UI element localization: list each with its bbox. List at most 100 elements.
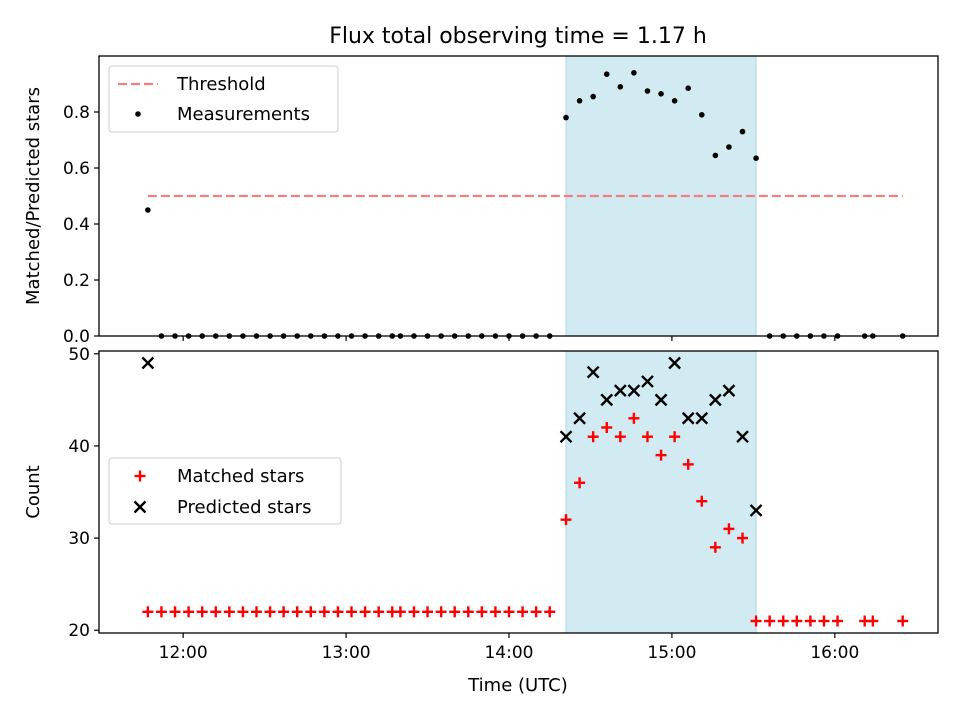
predicted-star-point: [695, 411, 709, 425]
measurement-point: [145, 207, 151, 213]
matched-star-point: [476, 606, 488, 618]
matched-star-point: [601, 421, 613, 433]
measurement-point: [603, 71, 610, 77]
legend-predicted-label: Predicted stars: [177, 497, 311, 518]
matched-star-point: [517, 606, 529, 618]
matched-star-point: [818, 615, 830, 627]
matched-star-point: [305, 606, 317, 618]
y-tick-label: 40: [68, 437, 90, 457]
matched-star-point: [394, 606, 406, 618]
measurement-point: [617, 84, 624, 90]
y-axis-label: Count: [23, 465, 44, 518]
matched-star-point: [223, 606, 235, 618]
matched-star-point: [791, 615, 803, 627]
y-axis-label: Matched/Predicted stars: [23, 87, 44, 305]
matched-star-point: [530, 606, 542, 618]
matched-star-point: [544, 606, 556, 618]
matched-star-point: [503, 606, 515, 618]
matched-star-point: [462, 606, 474, 618]
bottom-panel: 20 30 40 50 12:00 13:00 14:00 15:00 16:00 Count Ma…: [23, 345, 939, 663]
axes-frame: [98, 55, 939, 337]
matched-star-point: [332, 606, 344, 618]
predicted-star-point: [722, 384, 736, 397]
x-tick-label: 15:00: [647, 643, 696, 663]
matched-star-point: [250, 606, 262, 618]
predicted-star-point: [641, 375, 654, 388]
predicted-star-point: [559, 430, 573, 444]
legend-threshold-label: Threshold: [176, 74, 266, 95]
predicted-star-point: [573, 411, 586, 425]
matched-star-point: [169, 606, 181, 618]
matched-star-point: [655, 449, 667, 461]
matched-star-point: [435, 606, 447, 618]
measurement-point: [726, 144, 732, 150]
measurement-point: [685, 85, 692, 91]
legend-matched-label: Matched stars: [177, 466, 304, 487]
measurement-point: [563, 114, 569, 121]
y-tick-label: 0.4: [63, 215, 90, 235]
legend-box: [108, 457, 342, 525]
predicted-star-point: [681, 411, 695, 425]
predicted-star-point: [627, 384, 641, 397]
matched-star-point: [614, 431, 626, 443]
predicted-star-point: [141, 356, 155, 370]
matched-star-point: [291, 606, 303, 618]
matched-star-point: [278, 606, 290, 618]
matched-star-point: [210, 606, 222, 618]
y-tick-label: 0.0: [63, 327, 90, 347]
measurement-point: [739, 128, 746, 135]
legend-box: [108, 65, 339, 133]
matched-star-point: [183, 606, 195, 618]
y-tick-label: 0.2: [63, 271, 90, 291]
matched-star-point: [777, 615, 789, 627]
measurement-point: [712, 152, 719, 159]
matched-star-point: [696, 495, 708, 507]
matched-star-point: [560, 514, 572, 526]
legend-measurements-swatch: [135, 111, 141, 117]
matched-star-point: [318, 606, 330, 618]
measurement-point: [753, 155, 759, 161]
legend-predicted-swatch: [133, 500, 147, 514]
matched-star-point: [155, 606, 167, 618]
matched-star-point: [346, 606, 358, 618]
matched-star-point: [264, 606, 276, 618]
matched-star-point: [237, 606, 249, 618]
matched-star-point: [359, 606, 371, 618]
matched-star-point: [682, 458, 694, 470]
matched-star-point: [669, 431, 681, 443]
measurement-point: [576, 98, 583, 104]
matched-star-point: [574, 477, 586, 489]
measurement-point: [698, 112, 705, 118]
measurement-point: [644, 88, 651, 94]
matched-star-point: [449, 606, 461, 618]
matched-star-point: [196, 606, 208, 618]
matched-star-point: [422, 606, 434, 618]
observing-window: [565, 350, 757, 634]
matched-star-point: [804, 615, 816, 627]
predicted-star-point: [668, 356, 681, 370]
x-tick-label: 16:00: [810, 643, 859, 663]
x-tick-label: 13:00: [322, 643, 371, 663]
matched-star-point: [723, 523, 735, 535]
predicted-star-point: [749, 504, 763, 517]
predicted-star-point: [586, 365, 600, 379]
x-tick-label: 14:00: [484, 643, 533, 663]
matched-star-point: [408, 606, 420, 618]
y-tick-label: 0.6: [63, 159, 90, 179]
matched-star-point: [764, 615, 776, 627]
matched-star-point: [587, 431, 599, 443]
matched-star-point: [142, 606, 154, 618]
y-tick-label: 30: [68, 529, 90, 549]
legend-matched-swatch: [134, 470, 146, 482]
matched-star-point: [737, 532, 749, 544]
x-tick-label: 12:00: [159, 643, 208, 663]
y-tick-label: 50: [68, 345, 90, 365]
y-tick-label: 20: [68, 621, 90, 641]
matched-star-point: [867, 615, 879, 627]
measurement-point: [671, 98, 678, 104]
matched-star-point: [832, 615, 844, 627]
x-axis-label: Time (UTC): [467, 675, 568, 696]
legend: Matched stars Predicted stars: [108, 457, 342, 525]
matched-star-point: [750, 615, 762, 627]
